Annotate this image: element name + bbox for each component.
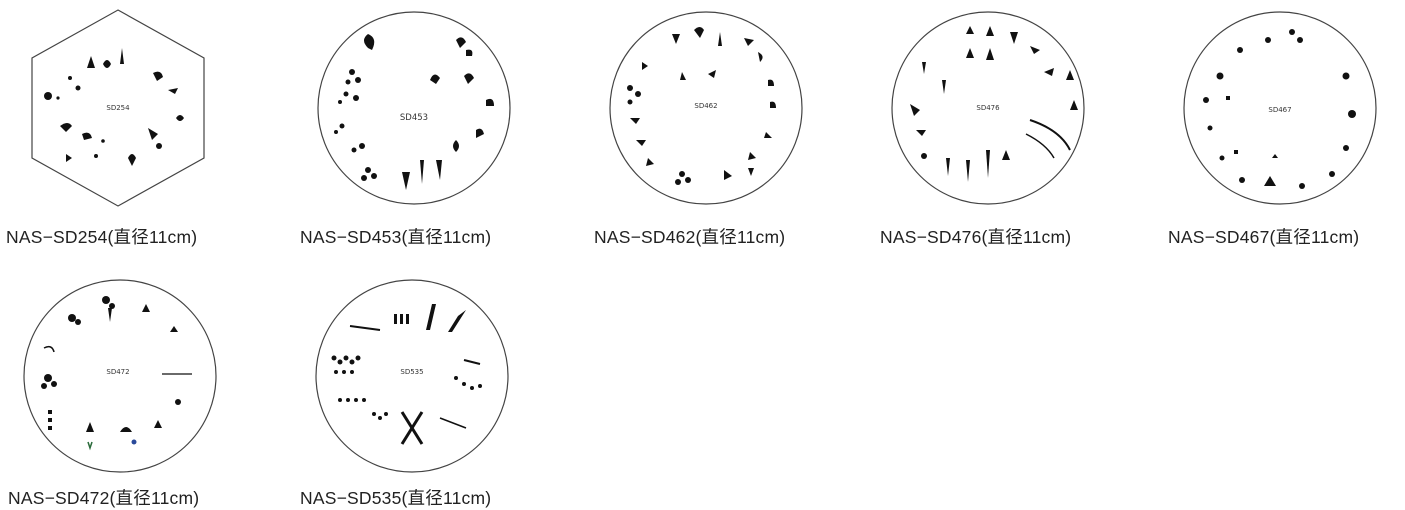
plate-caption-sd535: NAS−SD535(直径11cm) xyxy=(300,488,492,508)
circle-plate-outline xyxy=(609,11,803,205)
stamp-plate-sd472: SD472 xyxy=(22,278,218,474)
circle-plate-outline xyxy=(891,11,1085,205)
plate-code-label: SD476 xyxy=(976,104,1000,112)
plate-code-label: SD462 xyxy=(694,102,718,110)
circle-plate-outline xyxy=(1183,11,1377,205)
stamp-plate-sd467: SD467 xyxy=(1182,10,1378,206)
plate-caption-sd453: NAS−SD453(直径11cm) xyxy=(300,227,492,247)
stamp-plate-sd535: SD535 xyxy=(314,278,510,474)
circle-plate-outline xyxy=(23,279,217,473)
stamp-plate-sd462: SD462 xyxy=(608,10,804,206)
plate-code-label: SD467 xyxy=(1268,106,1292,114)
stamp-plate-sd254: SD254 xyxy=(28,8,208,208)
plate-code-label: SD453 xyxy=(399,113,429,123)
plate-caption-sd254: NAS−SD254(直径11cm) xyxy=(6,227,198,247)
stamp-plate-sd476: SD476 xyxy=(890,10,1086,206)
hexagon-plate-outline xyxy=(31,9,205,207)
circle-plate-outline xyxy=(317,11,511,205)
plate-caption-sd476: NAS−SD476(直径11cm) xyxy=(880,227,1072,247)
plate-caption-sd467: NAS−SD467(直径11cm) xyxy=(1168,227,1360,247)
plate-code-label: SD472 xyxy=(106,368,130,376)
plate-code-label: SD254 xyxy=(106,104,130,112)
stamp-plate-sd453: SD453 xyxy=(316,10,512,206)
plate-code-label: SD535 xyxy=(400,368,424,376)
circle-plate-outline xyxy=(315,279,509,473)
plate-caption-sd472: NAS−SD472(直径11cm) xyxy=(8,488,200,508)
plate-caption-sd462: NAS−SD462(直径11cm) xyxy=(594,227,786,247)
